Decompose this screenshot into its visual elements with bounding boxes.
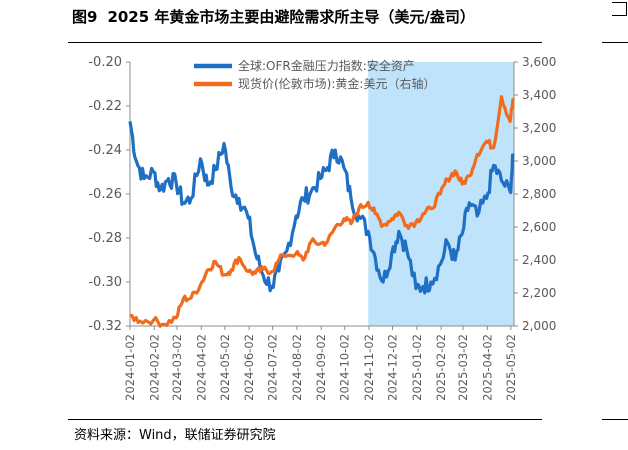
x-tick-label: 2025-03-02 [456,334,470,401]
x-tick-label: 2024-03-02 [170,334,184,401]
x-tick-label: 2025-05-02 [504,334,518,401]
figure-number: 图9 [72,8,98,26]
left-tick-label: -0.32 [88,319,122,334]
right-tick-label: 3,400 [522,88,556,102]
left-tick-label: -0.28 [88,231,122,246]
adjacent-top-rule [602,42,628,43]
adjacent-figure-edge [612,2,627,16]
x-tick-label: 2024-12-02 [386,334,400,401]
x-tick-label: 2024-05-02 [218,334,232,401]
x-tick-label: 2025-02-02 [434,334,448,401]
adjacent-bottom-rule [602,419,628,420]
legend-label: 现货价(伦敦市场):黄金:美元（右轴） [238,76,435,91]
x-tick-label: 2025-01-02 [410,334,424,401]
left-tick-label: -0.30 [88,275,122,290]
right-tick-label: 3,200 [522,121,556,135]
x-tick-label: 2024-07-02 [266,334,280,401]
x-tick-label: 2024-04-02 [194,334,208,401]
left-tick-label: -0.20 [88,55,122,70]
x-tick-label: 2024-02-02 [147,334,161,401]
ofr-safe-assets-line [128,121,515,295]
left-tick-label: -0.24 [88,143,122,158]
right-tick-label: 2,400 [522,253,556,267]
legend-label: 全球:OFR金融压力指数:安全资产 [238,58,415,73]
figure-title-text: 2025 年黄金市场主要由避险需求所主导（美元/盎司） [107,8,475,26]
right-tick-label: 3,600 [522,55,556,69]
left-tick-label: -0.26 [88,187,122,202]
x-tick-label: 2024-06-02 [242,334,256,401]
figure-title: 图9 2025 年黄金市场主要由避险需求所主导（美元/盎司） [72,6,475,27]
left-tick-label: -0.22 [88,99,122,114]
right-tick-label: 2,200 [522,286,556,300]
x-tick-label: 2024-08-02 [290,334,304,401]
title-rule [68,42,542,43]
source-note: 资料来源：Wind，联储证券研究院 [74,428,276,443]
x-tick-label: 2025-04-02 [480,334,494,401]
right-tick-label: 3,000 [522,154,556,168]
gold-price-line [129,95,515,328]
x-tick-label: 2024-11-02 [362,334,376,401]
right-tick-label: 2,600 [522,220,556,234]
x-tick-label: 2024-01-02 [123,334,137,401]
source-rule [68,419,542,420]
right-tick-label: 2,000 [522,319,556,333]
x-tick-label: 2024-09-02 [314,334,328,401]
right-tick-label: 2,800 [522,187,556,201]
x-tick-label: 2024-10-02 [338,334,352,401]
